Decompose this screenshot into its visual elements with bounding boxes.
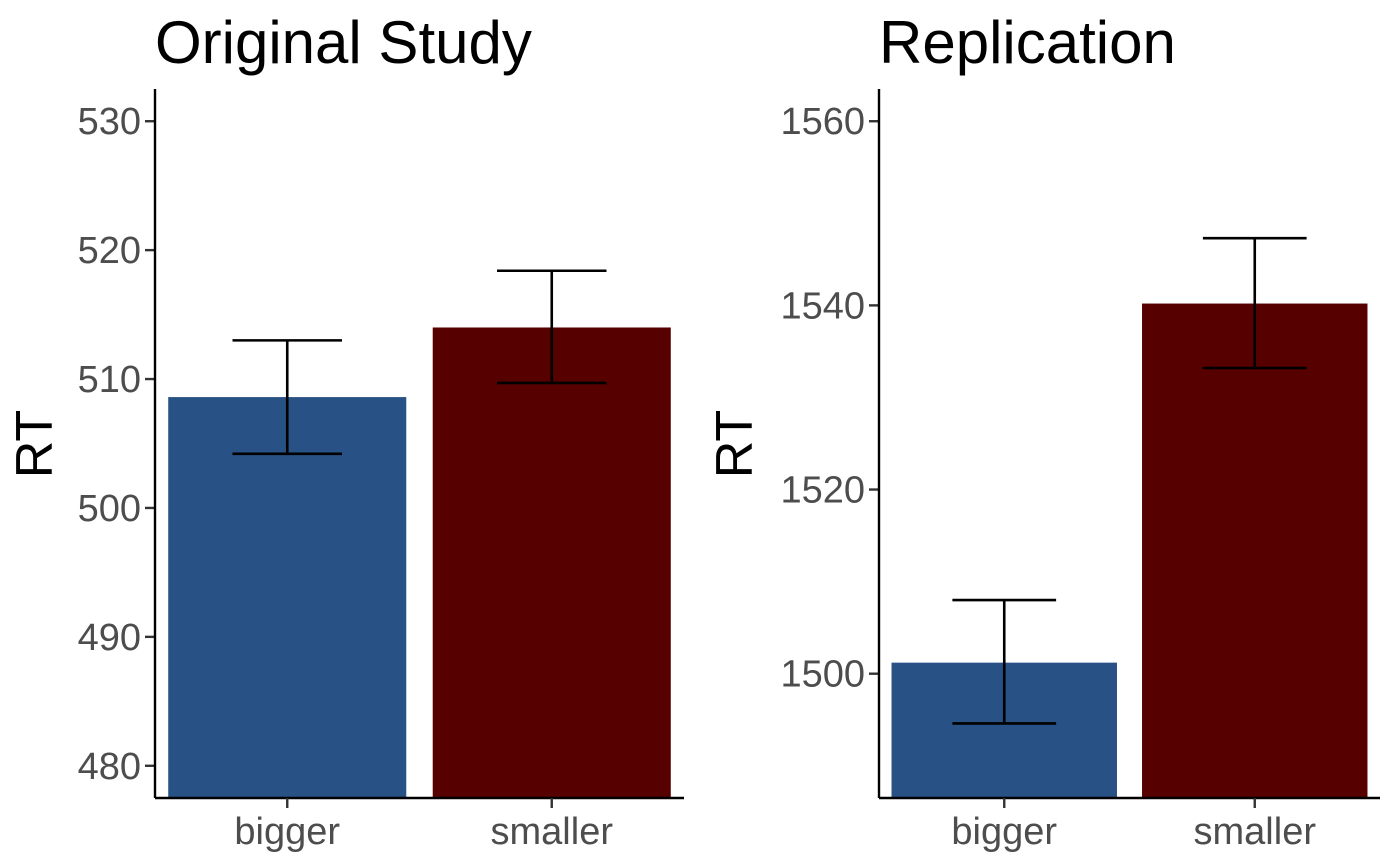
panel-title: Original Study <box>155 9 532 76</box>
x-tick-label: bigger <box>234 811 340 853</box>
y-axis-ticks: 480 490 500 510 520 530 <box>78 101 155 788</box>
x-tick-label: bigger <box>951 811 1057 853</box>
y-tick-label: 530 <box>78 101 141 143</box>
x-axis-ticks: bigger smaller <box>951 798 1316 853</box>
bars <box>168 327 671 798</box>
bar-smaller <box>1142 303 1368 798</box>
bar-bigger <box>168 397 407 798</box>
y-tick-label: 1520 <box>780 470 865 512</box>
error-bar-bigger <box>232 339 343 456</box>
error-bar-smaller <box>496 269 607 385</box>
y-tick-label: 1500 <box>780 654 865 696</box>
error-bar-bigger <box>952 598 1057 725</box>
axes <box>877 89 1380 800</box>
error-bars <box>232 269 607 456</box>
y-tick-label: 510 <box>78 359 141 401</box>
y-tick-label: 520 <box>78 230 141 272</box>
y-tick-label: 500 <box>78 488 141 530</box>
panel-replication: Replication RT 1500 1520 1540 1560 bigger sm… <box>706 9 1380 853</box>
panel-title: Replication <box>879 9 1176 76</box>
y-tick-label: 480 <box>78 746 141 788</box>
axes <box>153 89 684 800</box>
y-axis-label: RT <box>6 410 64 478</box>
y-tick-label: 490 <box>78 617 141 659</box>
x-tick-label: smaller <box>1194 811 1317 853</box>
y-tick-label: 1540 <box>780 285 865 327</box>
bars <box>891 303 1368 798</box>
y-tick-label: 1560 <box>780 101 865 143</box>
y-axis-label: RT <box>706 410 764 478</box>
panel-original-study: Original Study RT 480 490 500 510 520 530 big… <box>6 9 684 853</box>
x-axis-ticks: bigger smaller <box>234 798 613 853</box>
y-axis-ticks: 1500 1520 1540 1560 <box>780 101 879 696</box>
x-tick-label: smaller <box>491 811 614 853</box>
error-bars <box>952 236 1307 725</box>
bar-smaller <box>432 327 671 798</box>
error-bar-smaller <box>1202 236 1307 370</box>
